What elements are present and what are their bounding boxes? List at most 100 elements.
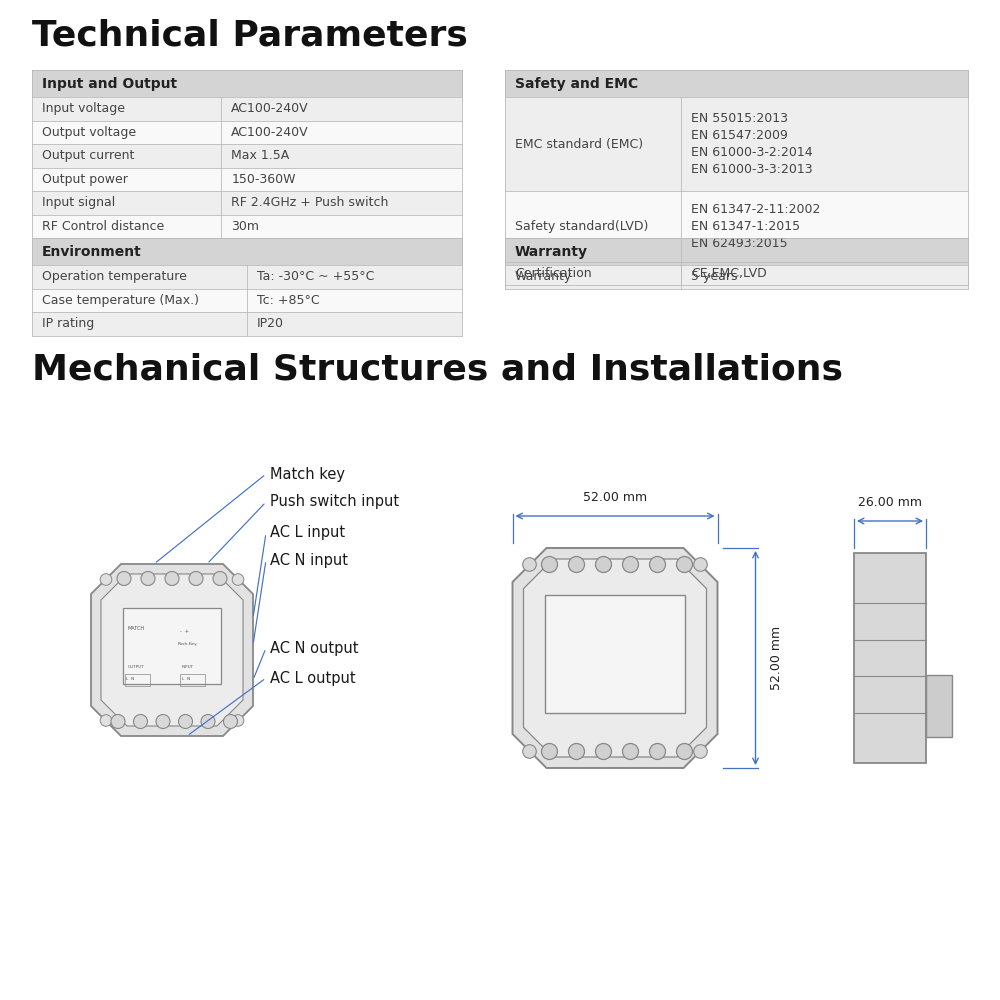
Text: Tc: +85°C: Tc: +85°C: [257, 294, 320, 307]
Bar: [32, 121, 462, 144]
Circle shape: [677, 556, 693, 572]
Text: 30m: 30m: [231, 220, 259, 233]
Text: 52.00 mm: 52.00 mm: [770, 626, 782, 690]
Text: CE,EMC,LVD: CE,EMC,LVD: [691, 267, 767, 280]
Bar: [123, 608, 221, 684]
Bar: [32, 312, 462, 336]
Bar: [32, 70, 462, 97]
Text: Technical Parameters: Technical Parameters: [32, 18, 468, 52]
Bar: [505, 238, 968, 265]
Bar: [926, 674, 952, 736]
Circle shape: [141, 571, 155, 585]
Circle shape: [542, 744, 558, 760]
Circle shape: [568, 556, 584, 572]
Text: IP20: IP20: [257, 317, 284, 330]
Circle shape: [223, 714, 238, 728]
Circle shape: [100, 574, 112, 585]
Circle shape: [568, 744, 584, 760]
Text: L  N: L N: [126, 677, 135, 681]
Text: Warranty: Warranty: [515, 270, 572, 283]
Text: Push switch input: Push switch input: [270, 494, 399, 509]
Text: 5 years: 5 years: [691, 270, 737, 283]
Text: Certification: Certification: [515, 267, 592, 280]
Bar: [505, 70, 968, 97]
Bar: [32, 215, 462, 238]
Circle shape: [596, 556, 612, 572]
Text: INPUT: INPUT: [182, 665, 194, 669]
Text: Safety and EMC: Safety and EMC: [515, 77, 638, 91]
Bar: [545, 595, 685, 713]
Text: Push-Key: Push-Key: [178, 642, 198, 646]
Circle shape: [542, 556, 558, 572]
Circle shape: [650, 556, 666, 572]
Circle shape: [622, 744, 639, 760]
Text: Ta: -30°C ~ +55°C: Ta: -30°C ~ +55°C: [257, 270, 374, 283]
Polygon shape: [524, 559, 706, 757]
Circle shape: [650, 744, 666, 760]
Bar: [32, 238, 462, 265]
Text: 52.00 mm: 52.00 mm: [583, 491, 647, 504]
Polygon shape: [512, 548, 718, 768]
Text: Mechanical Structures and Installations: Mechanical Structures and Installations: [32, 352, 843, 386]
Text: Warranty: Warranty: [515, 245, 588, 259]
Circle shape: [694, 558, 707, 571]
Polygon shape: [91, 564, 253, 736]
Text: AC L output: AC L output: [270, 670, 356, 686]
Circle shape: [677, 744, 693, 760]
Bar: [32, 289, 462, 312]
Circle shape: [156, 714, 170, 728]
Circle shape: [523, 558, 536, 571]
Circle shape: [117, 571, 131, 585]
Circle shape: [111, 714, 125, 728]
Text: AC N output: AC N output: [270, 641, 358, 656]
Text: RF 2.4GHz + Push switch: RF 2.4GHz + Push switch: [231, 196, 389, 209]
Text: EN 61347-2-11:2002
EN 61347-1:2015
EN 62493:2015: EN 61347-2-11:2002 EN 61347-1:2015 EN 62…: [691, 203, 820, 250]
Text: Input voltage: Input voltage: [42, 102, 125, 115]
Text: Input signal: Input signal: [42, 196, 115, 209]
Bar: [505, 97, 968, 191]
Text: Output current: Output current: [42, 149, 134, 162]
Text: MATCH: MATCH: [127, 626, 145, 631]
Text: Match key: Match key: [270, 466, 345, 482]
Text: 150-360W: 150-360W: [231, 173, 296, 186]
Text: 26.00 mm: 26.00 mm: [858, 496, 922, 509]
Text: Output power: Output power: [42, 173, 128, 186]
Text: -  +: - +: [180, 629, 189, 634]
Circle shape: [694, 745, 707, 758]
Text: IP rating: IP rating: [42, 317, 94, 330]
Bar: [505, 191, 968, 262]
Text: L  N: L N: [182, 677, 190, 681]
Circle shape: [134, 714, 148, 728]
Circle shape: [178, 714, 192, 728]
Circle shape: [596, 744, 612, 760]
Bar: [125, 674, 150, 686]
Text: Safety standard(LVD): Safety standard(LVD): [515, 220, 648, 233]
Circle shape: [622, 556, 639, 572]
Text: AC100-240V: AC100-240V: [231, 102, 309, 115]
Bar: [180, 674, 205, 686]
Text: Max 1.5A: Max 1.5A: [231, 149, 289, 162]
Circle shape: [165, 571, 179, 585]
Text: Environment: Environment: [42, 245, 142, 259]
Bar: [854, 553, 926, 763]
Text: Operation temperature: Operation temperature: [42, 270, 187, 283]
Bar: [32, 265, 462, 289]
Circle shape: [201, 714, 215, 728]
Text: OUTPUT: OUTPUT: [127, 665, 144, 669]
Text: AC L input: AC L input: [270, 526, 345, 540]
Polygon shape: [101, 574, 243, 726]
Bar: [505, 265, 968, 289]
Bar: [32, 168, 462, 191]
Text: AC N input: AC N input: [270, 552, 348, 567]
Bar: [32, 97, 462, 121]
Circle shape: [213, 571, 227, 585]
Bar: [505, 262, 968, 285]
Text: EMC standard (EMC): EMC standard (EMC): [515, 138, 643, 151]
Text: EN 55015:2013
EN 61547:2009
EN 61000-3-2:2014
EN 61000-3-3:2013: EN 55015:2013 EN 61547:2009 EN 61000-3-2…: [691, 112, 813, 176]
Circle shape: [100, 715, 112, 726]
Bar: [32, 144, 462, 168]
Text: Case temperature (Max.): Case temperature (Max.): [42, 294, 199, 307]
Circle shape: [232, 574, 244, 585]
Text: Output voltage: Output voltage: [42, 126, 136, 139]
Text: Input and Output: Input and Output: [42, 77, 177, 91]
